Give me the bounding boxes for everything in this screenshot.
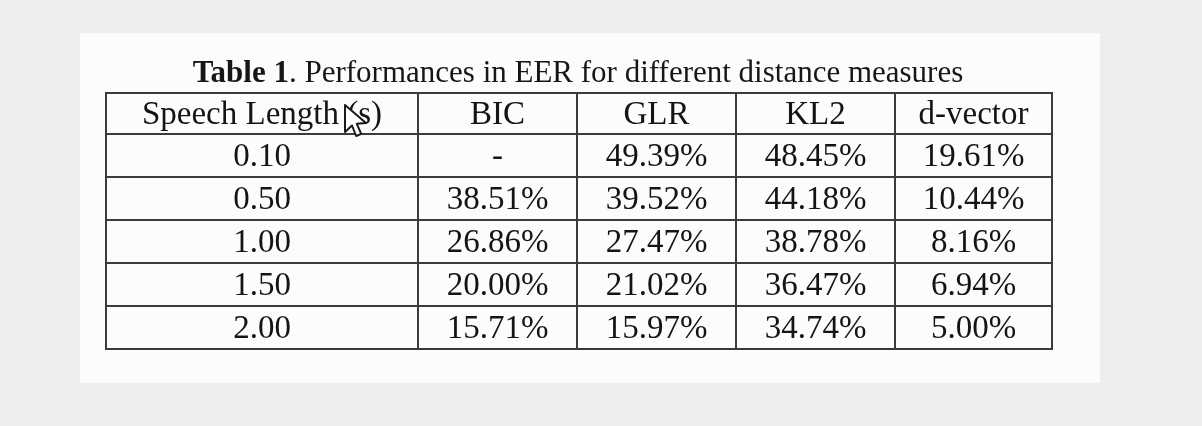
table-caption-text: . Performances in EER for different dist… — [289, 54, 963, 89]
table-row: 0.50 38.51% 39.52% 44.18% 10.44% — [106, 177, 1052, 220]
table-cell: 6.94% — [895, 263, 1052, 306]
table-cell: 49.39% — [577, 134, 736, 177]
table-cell: 2.00 — [106, 306, 418, 349]
column-header-speech-length: Speech Length (s) — [106, 93, 418, 134]
table-cell: 21.02% — [577, 263, 736, 306]
document-page-panel: Table 1. Performances in EER for differe… — [80, 33, 1100, 383]
table-row: 1.50 20.00% 21.02% 36.47% 6.94% — [106, 263, 1052, 306]
table-cell: 26.86% — [418, 220, 577, 263]
column-header-glr: GLR — [577, 93, 736, 134]
table-cell: 1.50 — [106, 263, 418, 306]
table-cell: 19.61% — [895, 134, 1052, 177]
table-cell: 8.16% — [895, 220, 1052, 263]
table-cell: 27.47% — [577, 220, 736, 263]
table-cell: - — [418, 134, 577, 177]
table-header-row: Speech Length (s) BIC GLR KL2 d-vector — [106, 93, 1052, 134]
table-cell: 34.74% — [736, 306, 895, 349]
table-cell: 1.00 — [106, 220, 418, 263]
table-caption: Table 1. Performances in EER for differe… — [105, 55, 1051, 89]
table-row: 0.10 - 49.39% 48.45% 19.61% — [106, 134, 1052, 177]
table-cell: 20.00% — [418, 263, 577, 306]
column-header-dvector: d-vector — [895, 93, 1052, 134]
table-cell: 38.78% — [736, 220, 895, 263]
table-cell: 5.00% — [895, 306, 1052, 349]
table-cell: 0.50 — [106, 177, 418, 220]
table-row: 2.00 15.71% 15.97% 34.74% 5.00% — [106, 306, 1052, 349]
table-cell: 36.47% — [736, 263, 895, 306]
table-cell: 48.45% — [736, 134, 895, 177]
table-cell: 0.10 — [106, 134, 418, 177]
table-cell: 10.44% — [895, 177, 1052, 220]
table-cell: 39.52% — [577, 177, 736, 220]
column-header-bic: BIC — [418, 93, 577, 134]
column-header-kl2: KL2 — [736, 93, 895, 134]
table-cell: 15.71% — [418, 306, 577, 349]
screen: { "page": { "background_color": "#ededee… — [0, 0, 1202, 426]
table-cell: 44.18% — [736, 177, 895, 220]
table-cell: 15.97% — [577, 306, 736, 349]
eer-results-table: Speech Length (s) BIC GLR KL2 d-vector 0… — [105, 92, 1053, 350]
paper-content: Table 1. Performances in EER for differe… — [80, 33, 1100, 383]
table-row: 1.00 26.86% 27.47% 38.78% 8.16% — [106, 220, 1052, 263]
table-caption-label: Table 1 — [193, 54, 289, 89]
table-cell: 38.51% — [418, 177, 577, 220]
